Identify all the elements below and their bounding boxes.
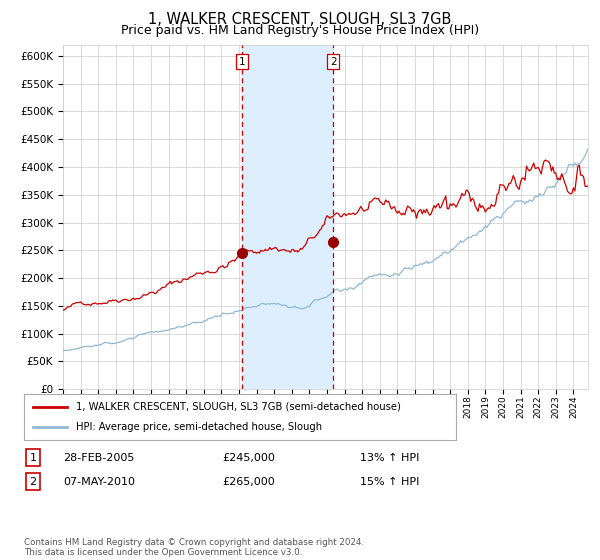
Text: Price paid vs. HM Land Registry's House Price Index (HPI): Price paid vs. HM Land Registry's House … [121,24,479,36]
Text: 2: 2 [29,477,37,487]
Bar [242,45,334,389]
Text: 1, WALKER CRESCENT, SLOUGH, SL3 7GB (semi-detached house): 1, WALKER CRESCENT, SLOUGH, SL3 7GB (sem… [76,402,401,412]
Text: 1, WALKER CRESCENT, SLOUGH, SL3 7GB: 1, WALKER CRESCENT, SLOUGH, SL3 7GB [148,12,452,27]
Text: Contains HM Land Registry data © Crown copyright and database right 2024.
This d: Contains HM Land Registry data © Crown c… [24,538,364,557]
Text: HPI: Average price, semi-detached house, Slough: HPI: Average price, semi-detached house,… [76,422,322,432]
Text: 28-FEB-2005: 28-FEB-2005 [63,452,134,463]
Text: 1: 1 [239,57,245,67]
Text: 2: 2 [330,57,337,67]
Text: £245,000: £245,000 [222,452,275,463]
Text: 15% ↑ HPI: 15% ↑ HPI [360,477,419,487]
Text: £265,000: £265,000 [222,477,275,487]
Text: 07-MAY-2010: 07-MAY-2010 [63,477,135,487]
Text: 1: 1 [29,452,37,463]
Text: 13% ↑ HPI: 13% ↑ HPI [360,452,419,463]
